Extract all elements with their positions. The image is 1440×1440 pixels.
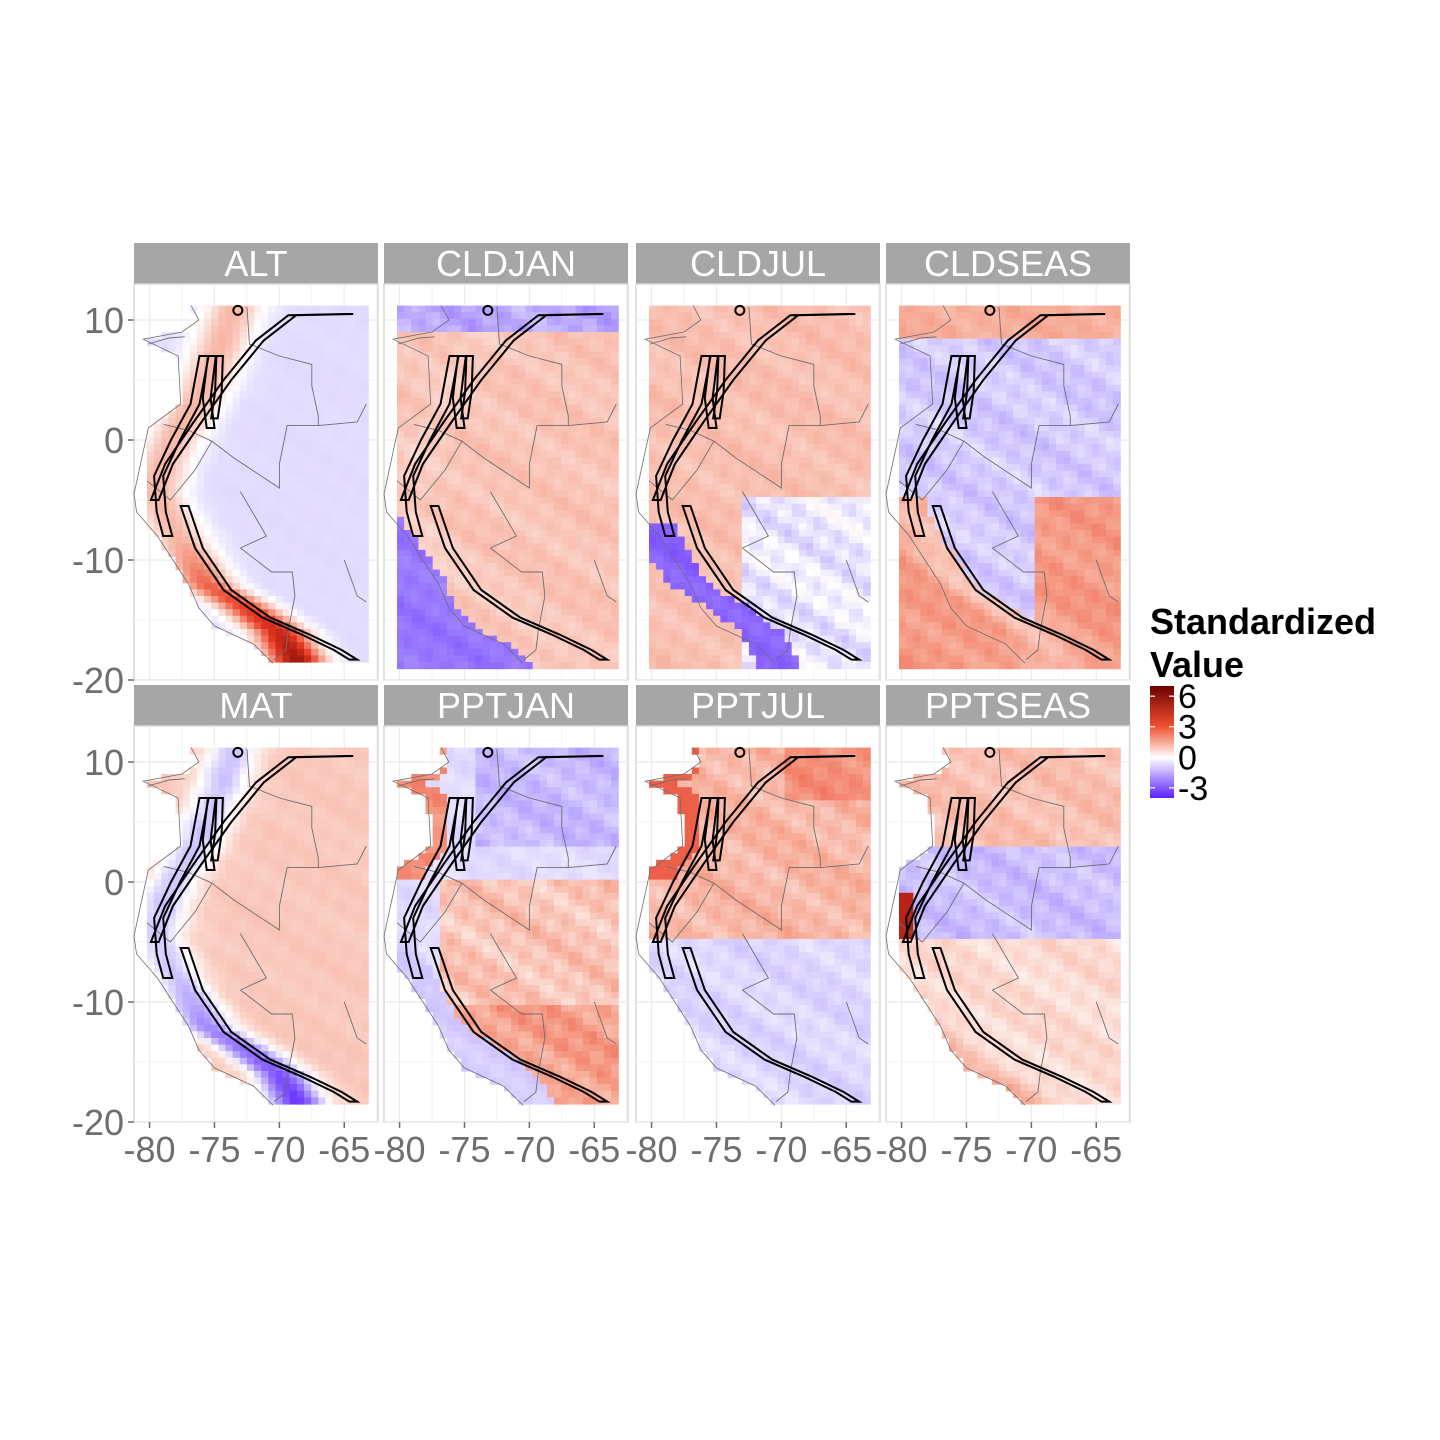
y-tick-label: 0	[104, 862, 124, 903]
facet-cldjul: CLDJUL	[636, 243, 880, 680]
facet-pptseas: PPTSEAS	[886, 685, 1130, 1122]
y-tick-label: -10	[72, 982, 124, 1023]
x-axis-col-2: -80 -75 -70 -65	[374, 1122, 621, 1170]
y-tick-label: -10	[72, 540, 124, 581]
facet-pptjan: PPTJAN	[384, 685, 628, 1122]
legend-title-line2: Value	[1150, 644, 1244, 685]
facet-strip-label: CLDSEAS	[924, 243, 1092, 284]
legend: Standardized Value 630-3	[1150, 601, 1376, 808]
y-tick-label: 10	[84, 300, 124, 341]
facet-mat: MAT	[134, 685, 378, 1122]
facet-strip-label: CLDJUL	[690, 243, 826, 284]
facet-cldjan: CLDJAN	[384, 243, 628, 680]
y-tick-label: 0	[104, 420, 124, 461]
facet-panels: ALT CLDJAN CLDJUL CLDSEAS MAT PPTJAN PPTJUL PPT…	[134, 243, 1130, 1122]
x-tick-label: -75	[438, 1129, 490, 1170]
x-axis-col-1: -80 -75 -70 -65	[124, 1122, 371, 1170]
y-tick-label: -20	[72, 660, 124, 701]
x-tick-label: -80	[374, 1129, 426, 1170]
x-tick-label: -65	[820, 1129, 872, 1170]
y-tick-label: 10	[84, 742, 124, 783]
x-tick-label: -70	[503, 1129, 555, 1170]
x-tick-label: -75	[690, 1129, 742, 1170]
facet-pptjul: PPTJUL	[636, 685, 880, 1122]
x-tick-label: -80	[626, 1129, 678, 1170]
legend-colorbar	[1150, 686, 1174, 798]
facet-alt: ALT	[134, 243, 378, 680]
x-tick-label: -80	[124, 1129, 176, 1170]
x-tick-label: -75	[188, 1129, 240, 1170]
x-tick-label: -70	[755, 1129, 807, 1170]
x-axis-col-4: -80 -75 -70 -65	[876, 1122, 1123, 1170]
facet-strip-label: PPTJAN	[437, 685, 575, 726]
legend-title-line1: Standardized	[1150, 601, 1376, 642]
x-tick-label: -70	[1005, 1129, 1057, 1170]
x-tick-label: -65	[1070, 1129, 1122, 1170]
legend-tick-label: -3	[1178, 770, 1208, 808]
x-tick-label: -75	[940, 1129, 992, 1170]
x-tick-label: -80	[876, 1129, 928, 1170]
y-tick-label: -20	[72, 1102, 124, 1143]
y-axis-row-2: 10 0 -10 -20	[72, 742, 134, 1143]
x-tick-label: -70	[253, 1129, 305, 1170]
x-axis-col-3: -80 -75 -70 -65	[626, 1122, 873, 1170]
x-tick-label: -65	[568, 1129, 620, 1170]
facet-strip-label: PPTJUL	[691, 685, 825, 726]
y-axis-row-1: 10 0 -10 -20	[72, 300, 134, 701]
facet-strip-label: ALT	[224, 243, 287, 284]
facet-strip-label: PPTSEAS	[925, 685, 1091, 726]
x-tick-label: -65	[318, 1129, 370, 1170]
facet-cldseas: CLDSEAS	[886, 243, 1130, 680]
facet-strip-label: CLDJAN	[436, 243, 576, 284]
facet-strip-label: MAT	[219, 685, 292, 726]
